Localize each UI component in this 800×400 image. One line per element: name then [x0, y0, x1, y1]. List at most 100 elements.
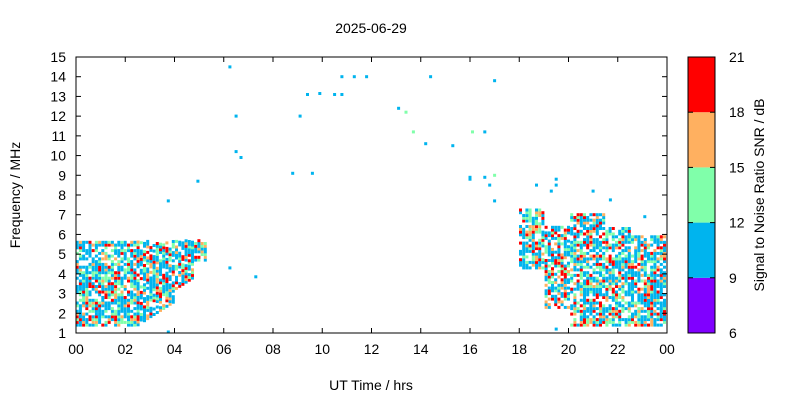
data-point — [650, 279, 654, 283]
data-point — [554, 286, 558, 290]
data-point — [104, 246, 108, 250]
data-point — [94, 243, 98, 247]
data-point — [88, 254, 92, 258]
data-point — [557, 225, 561, 229]
data-point — [531, 238, 535, 242]
data-point — [621, 285, 625, 288]
data-point — [127, 276, 130, 280]
x-tick-label: 18 — [511, 341, 527, 357]
data-point — [159, 300, 162, 304]
data-point — [117, 265, 121, 269]
data-point — [643, 260, 647, 264]
data-point — [650, 290, 654, 294]
data-point — [643, 318, 647, 322]
data-point — [91, 273, 95, 277]
data-point — [551, 253, 554, 257]
data-point — [130, 271, 134, 275]
data-point — [120, 257, 124, 261]
data-point — [85, 312, 89, 316]
data-point — [127, 301, 130, 305]
data-point — [91, 287, 95, 291]
data-point — [567, 294, 570, 298]
data-point — [528, 244, 532, 248]
data-point — [576, 285, 580, 288]
data-point — [127, 268, 130, 272]
data-point — [120, 240, 124, 244]
data-point — [104, 265, 108, 269]
data-point — [130, 251, 134, 255]
data-point — [653, 285, 657, 288]
data-point — [608, 254, 612, 258]
data-point — [91, 307, 95, 311]
data-point — [640, 301, 644, 305]
y-tick-label: 13 — [50, 88, 66, 104]
data-point — [159, 281, 162, 285]
data-point — [592, 323, 596, 327]
data-point — [563, 245, 567, 249]
data-point — [659, 287, 663, 291]
data-point — [595, 318, 599, 322]
data-point — [608, 243, 612, 247]
x-tick-label: 00 — [659, 341, 675, 357]
data-point — [579, 251, 583, 255]
data-point — [535, 241, 538, 245]
data-point — [599, 224, 602, 228]
data-point — [650, 323, 654, 327]
data-point — [110, 282, 114, 286]
data-point — [643, 268, 647, 272]
data-point — [165, 252, 169, 256]
data-point — [570, 287, 574, 291]
data-point — [168, 289, 172, 292]
data-point — [98, 243, 102, 247]
data-point — [139, 252, 143, 256]
data-point — [155, 258, 159, 262]
data-point — [631, 290, 634, 294]
data-point — [191, 260, 194, 264]
data-point — [535, 208, 538, 212]
data-point — [595, 279, 599, 283]
data-point — [143, 319, 146, 323]
data-point — [567, 228, 570, 232]
data-point — [535, 247, 538, 251]
data-point — [586, 262, 590, 266]
data-point — [94, 260, 98, 264]
data-point — [184, 275, 188, 279]
data-point — [557, 297, 561, 301]
data-point — [82, 279, 86, 283]
data-point — [107, 240, 111, 244]
data-point — [547, 245, 551, 249]
data-point — [544, 267, 548, 271]
data-point — [155, 253, 159, 256]
data-point — [627, 318, 631, 322]
data-point — [538, 258, 542, 262]
data-point — [468, 175, 472, 179]
data-point — [554, 289, 558, 293]
data-point — [551, 294, 554, 298]
data-point — [618, 323, 622, 327]
data-point — [85, 318, 89, 322]
data-point — [602, 213, 606, 217]
data-point — [624, 279, 628, 283]
data-point — [615, 282, 618, 286]
data-point — [653, 238, 657, 242]
data-point — [551, 234, 554, 238]
data-point — [143, 275, 146, 278]
data-point — [611, 262, 615, 266]
data-point — [133, 251, 137, 255]
data-point — [152, 299, 156, 303]
data-point — [595, 282, 599, 286]
x-tick-label: 08 — [265, 341, 281, 357]
data-point — [110, 285, 114, 288]
data-point — [579, 257, 583, 261]
data-point — [563, 281, 567, 284]
data-point — [155, 291, 159, 295]
data-point — [120, 298, 124, 302]
data-point — [149, 262, 153, 266]
data-point — [104, 309, 108, 313]
data-point — [136, 306, 140, 310]
data-point — [101, 265, 105, 269]
data-point — [586, 246, 590, 250]
data-point — [535, 266, 538, 270]
data-point — [541, 222, 545, 226]
y-tick-label: 9 — [58, 167, 66, 183]
